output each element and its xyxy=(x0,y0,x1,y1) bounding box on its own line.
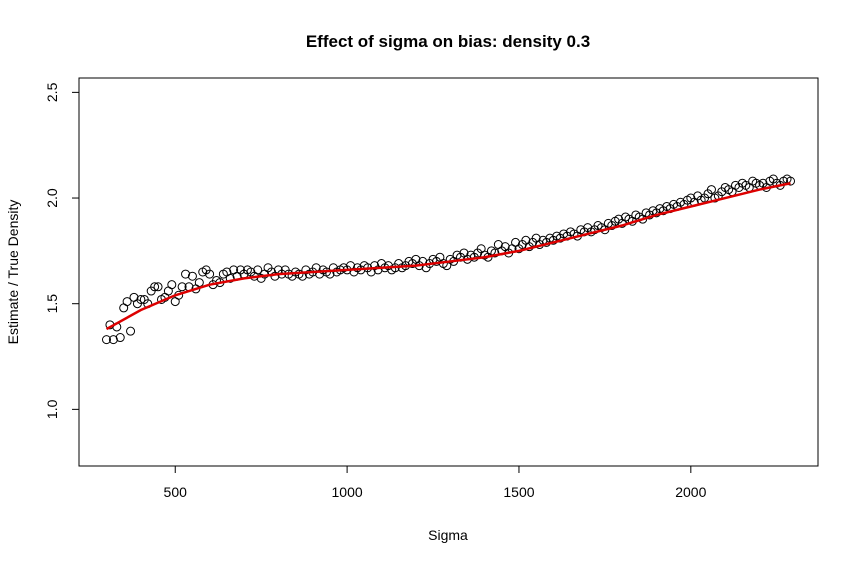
point xyxy=(253,265,263,275)
point xyxy=(153,282,163,292)
plot-frame xyxy=(78,77,819,467)
fit-line xyxy=(105,182,791,331)
point xyxy=(150,282,160,292)
y-tick-label: 2.0 xyxy=(44,188,60,208)
x-tick-label: 1000 xyxy=(332,484,363,500)
x-tick-label: 500 xyxy=(164,484,188,500)
point xyxy=(706,185,716,195)
point xyxy=(177,282,187,292)
point xyxy=(167,280,177,290)
point xyxy=(108,335,118,345)
y-tick-label: 1.0 xyxy=(44,399,60,419)
point xyxy=(490,248,500,258)
y-axis-label: Estimate / True Density xyxy=(5,200,21,345)
y-tick-label: 2.5 xyxy=(44,82,60,102)
point xyxy=(115,333,125,343)
point xyxy=(101,335,111,345)
point xyxy=(126,326,136,336)
chart-title: Effect of sigma on bias: density 0.3 xyxy=(306,32,590,51)
point xyxy=(187,271,197,281)
point xyxy=(136,294,146,304)
point xyxy=(205,269,215,279)
x-tick-label: 1500 xyxy=(503,484,534,500)
x-tick-label: 2000 xyxy=(675,484,706,500)
point xyxy=(786,176,796,186)
point xyxy=(122,297,132,307)
x-axis-label: Sigma xyxy=(428,527,468,543)
point xyxy=(225,273,235,283)
y-tick-label: 1.5 xyxy=(44,294,60,314)
point xyxy=(181,269,191,279)
